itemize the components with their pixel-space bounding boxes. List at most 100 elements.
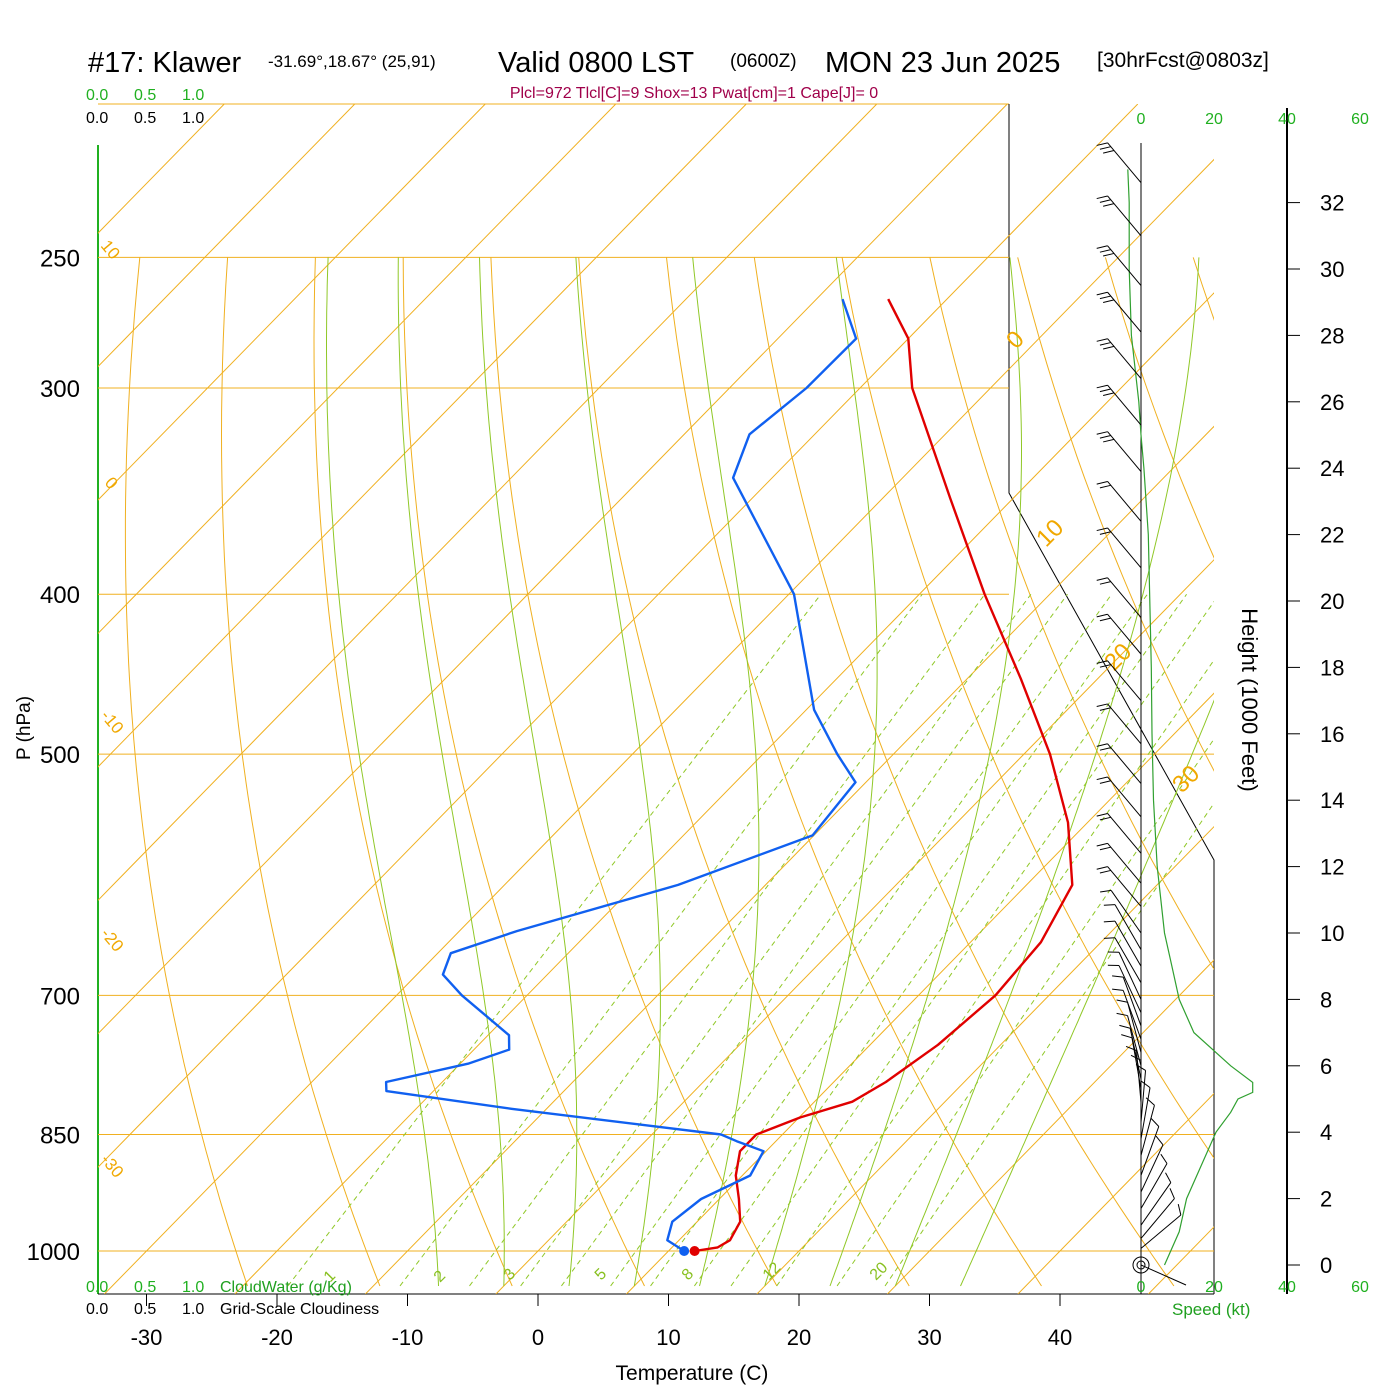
right-boundary <box>1008 104 1215 1294</box>
cloud-scale-bottom-black: 0.5 <box>134 1301 156 1318</box>
wind-barb-flag <box>1099 295 1111 300</box>
isotherm-line <box>104 158 1214 1294</box>
wind-speed-profile <box>1127 169 1254 1266</box>
wind-barb-flag <box>1103 904 1116 906</box>
wind-barb-flag <box>1099 146 1111 150</box>
isotherm-line <box>98 104 878 901</box>
forecast-info: [30hrFcst@0803z] <box>1097 49 1269 72</box>
wind-barb-staff <box>1114 904 1142 950</box>
wind-barb-staff <box>1107 703 1142 745</box>
isotherm-line <box>98 104 617 635</box>
wind-barb-flag <box>1169 1188 1175 1199</box>
moist-adiabat <box>894 257 1200 1287</box>
wind-barb-staff <box>1107 291 1142 333</box>
wind-barb-staff <box>1140 1264 1187 1286</box>
wind-barb-flag <box>1096 245 1108 249</box>
wind-barb-flag <box>1099 484 1111 489</box>
temperature-tick-label: 0 <box>532 1325 544 1350</box>
wind-barb-staff <box>1127 1015 1142 1066</box>
wind-barb-staff <box>1131 1037 1142 1090</box>
pressure-tick-label: 850 <box>40 1123 80 1150</box>
wind-barb-flag <box>1096 703 1108 708</box>
height-tick-label: 22 <box>1320 523 1344 548</box>
mixing-ratio-line <box>694 593 1188 1287</box>
height-tick-label: 14 <box>1320 788 1344 813</box>
wind-barb-staff <box>1107 481 1142 522</box>
cloud-scale-top-green: 0.5 <box>134 87 156 104</box>
height-tick-label: 20 <box>1320 589 1344 614</box>
wind-barb-flag <box>1096 842 1108 847</box>
wind-barb-staff <box>1107 245 1142 286</box>
pressure-tick-label: 250 <box>40 245 80 272</box>
dry-adiabat <box>929 257 1214 971</box>
mixing-ratio-line <box>776 659 1214 1287</box>
isotherm-line <box>98 104 1139 1168</box>
calm-wind-circle <box>1132 1256 1150 1274</box>
wind-barb-staff <box>1107 776 1142 818</box>
temperature-tick-label: 40 <box>1048 1325 1072 1350</box>
mixing-ratio-label: 20 <box>867 1259 892 1284</box>
temperature-tick-label: -10 <box>392 1325 424 1350</box>
isotherm-label: 10 <box>1031 514 1069 552</box>
height-tick-label: 8 <box>1320 987 1332 1012</box>
height-tick-label: 10 <box>1320 921 1344 946</box>
wind-barb-flag <box>1103 438 1115 443</box>
calm-wind-circle-inner <box>1136 1260 1146 1270</box>
wind-barb-staff <box>1129 1028 1142 1080</box>
sounding-profiles <box>384 298 1074 1253</box>
isotherm-line <box>1279 104 1400 1294</box>
wind-barb-flag <box>1103 392 1115 396</box>
isotherm-line <box>626 692 1214 1294</box>
mixing-ratio-line <box>610 593 1113 1287</box>
isotherm-line <box>887 959 1214 1294</box>
wind-barb-flag <box>1096 480 1108 485</box>
cloud-scale-bottom-green: 0.5 <box>134 1279 156 1296</box>
dry-adiabat <box>1369 257 1400 1286</box>
wind-barb-staff <box>1107 813 1142 854</box>
plot-frame <box>97 103 1215 1295</box>
wind-barb-flag <box>1100 889 1112 893</box>
height-tick-label: 30 <box>1320 257 1344 282</box>
wind-barb-staff <box>1118 952 1142 1000</box>
pressure-tick-label: 400 <box>40 582 80 609</box>
wind-barb-staff <box>1140 1070 1147 1123</box>
speed-label: Speed (kt) <box>1172 1300 1250 1319</box>
temperature-axis: -30 -20 -10 0 10 20 30 40 <box>131 1294 1072 1350</box>
wind-barb-flag <box>1116 1012 1128 1017</box>
wind-barb-staff <box>1107 843 1142 884</box>
cloudwater-label: CloudWater (g/Kg) <box>220 1279 352 1296</box>
wind-barb-staff <box>1122 990 1142 1040</box>
cloud-scale-labels: 0.0 0.5 1.0 0.0 0.5 1.0 0.0 0.5 1.0 0.0 0.5 1.0 <box>86 87 204 1318</box>
pressure-tick-label: 1000 <box>27 1239 80 1266</box>
isotherm-line <box>495 559 1214 1294</box>
isotherm-label: 0 <box>101 473 122 492</box>
isotherm-line <box>1017 1092 1214 1294</box>
wind-barb-flag <box>1096 527 1108 532</box>
wind-barb-flag <box>1103 299 1115 303</box>
wind-barb-flag <box>1096 776 1108 781</box>
isotherm-line <box>98 104 1008 1035</box>
wind-barb-staff <box>1114 937 1142 984</box>
wind-barb-flag <box>1096 431 1108 435</box>
height-tick-label: 28 <box>1320 323 1344 348</box>
wind-barb-flag <box>1103 150 1115 154</box>
wind-barb-flag <box>1103 203 1115 207</box>
temperature-tick-label: -30 <box>131 1325 163 1350</box>
speed-tick-bottom: 0 <box>1137 1279 1146 1296</box>
pressure-tick-label: 700 <box>40 983 80 1010</box>
height-tick-label: 6 <box>1320 1054 1332 1079</box>
wind-barb-flag <box>1099 846 1111 851</box>
wind-barb-staff <box>1140 1163 1168 1209</box>
wind-barb-staff <box>1140 1182 1172 1226</box>
wind-barb-staff <box>1140 1126 1160 1176</box>
isotherm-line <box>98 104 356 368</box>
moist-adiabat <box>326 257 439 1287</box>
wind-barb-flag <box>1145 1097 1155 1106</box>
wind-barb-flag <box>1096 384 1108 389</box>
mixing-ratio-label: 2 <box>431 1267 449 1285</box>
dry-adiabat <box>490 257 778 1287</box>
mixing-ratio-line <box>730 600 1214 1287</box>
wind-barb-staff <box>1140 1105 1155 1156</box>
dry-adiabat <box>220 257 381 1287</box>
